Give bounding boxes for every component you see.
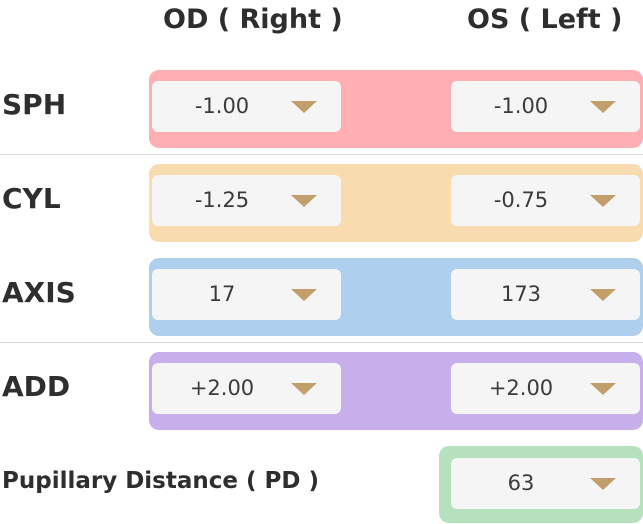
chevron-down-icon	[590, 478, 616, 490]
cyl-band: -1.25 -0.75	[149, 164, 643, 242]
pd-value: 63	[507, 471, 535, 495]
pd-band: 63	[439, 446, 643, 523]
axis-band: 17 173	[149, 258, 643, 336]
sph-os-value: -1.00	[493, 94, 549, 118]
pd-select[interactable]: 63	[451, 458, 640, 509]
add-label: ADD	[2, 370, 71, 403]
sph-label: SPH	[2, 88, 67, 121]
cyl-label: CYL	[2, 182, 61, 215]
add-os-select[interactable]: +2.00	[451, 363, 640, 414]
add-od-value: +2.00	[189, 376, 255, 400]
add-os-value: +2.00	[488, 376, 554, 400]
chevron-down-icon	[291, 195, 317, 207]
chevron-down-icon	[291, 289, 317, 301]
cyl-od-value: -1.25	[194, 188, 250, 212]
cyl-od-select[interactable]: -1.25	[152, 175, 341, 226]
axis-os-select[interactable]: 173	[451, 269, 640, 320]
row-divider	[0, 342, 643, 343]
add-od-select[interactable]: +2.00	[152, 363, 341, 414]
axis-od-value: 17	[208, 282, 236, 306]
cyl-os-value: -0.75	[493, 188, 549, 212]
chevron-down-icon	[590, 101, 616, 113]
od-right-header: OD ( Right )	[163, 4, 343, 35]
axis-os-value: 173	[500, 282, 542, 306]
chevron-down-icon	[590, 289, 616, 301]
axis-od-select[interactable]: 17	[152, 269, 341, 320]
os-left-header: OS ( Left )	[467, 4, 623, 35]
sph-os-select[interactable]: -1.00	[451, 81, 640, 132]
sph-band: -1.00 -1.00	[149, 70, 643, 148]
sph-od-select[interactable]: -1.00	[152, 81, 341, 132]
chevron-down-icon	[291, 383, 317, 395]
row-divider	[0, 154, 643, 155]
pupillary-distance-label: Pupillary Distance ( PD )	[2, 468, 319, 494]
chevron-down-icon	[590, 195, 616, 207]
add-band: +2.00 +2.00	[149, 352, 643, 430]
axis-label: AXIS	[2, 276, 76, 309]
cyl-os-select[interactable]: -0.75	[451, 175, 640, 226]
chevron-down-icon	[291, 101, 317, 113]
sph-od-value: -1.00	[194, 94, 250, 118]
chevron-down-icon	[590, 383, 616, 395]
